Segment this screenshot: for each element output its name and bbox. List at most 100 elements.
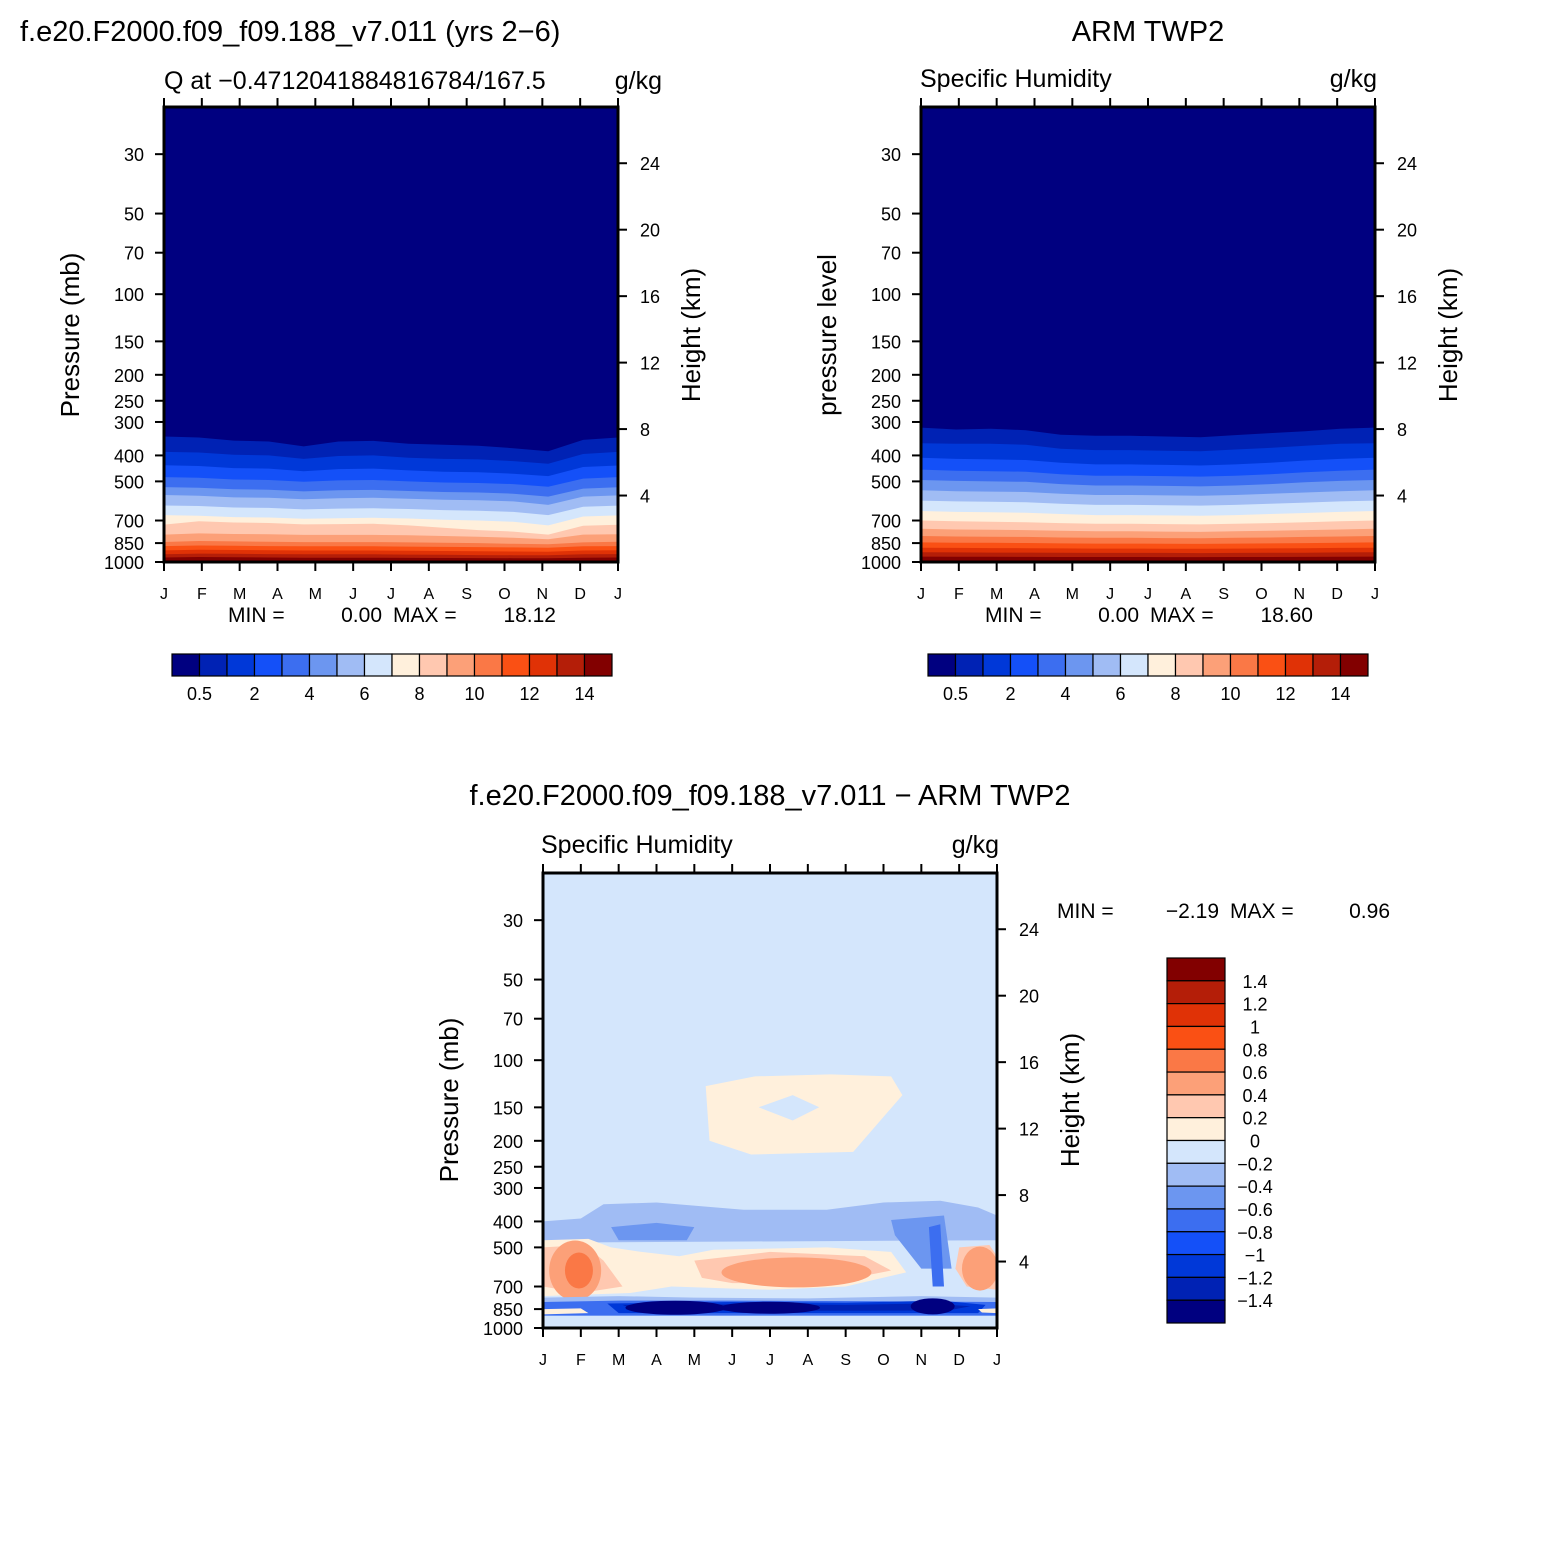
diff-y2-tick-label: 12 <box>1019 1120 1039 1140</box>
diff-colorbar-label: −0.8 <box>1237 1223 1273 1243</box>
diff-colorbar-label: 0 <box>1250 1132 1260 1152</box>
model-y-tick-label: 150 <box>114 332 144 352</box>
diff-colorbar-label: −0.6 <box>1237 1200 1273 1220</box>
obs-y-tick-label: 150 <box>871 332 901 352</box>
diff-y2-tick-label: 20 <box>1019 987 1039 1007</box>
diff-colorbar-box <box>1166 1003 1226 1028</box>
model-y-tick-label: 70 <box>124 244 144 264</box>
model-colorbar-label: 10 <box>464 684 484 704</box>
obs-colorbar-box <box>1119 653 1149 677</box>
obs-y-tick-label: 400 <box>871 446 901 466</box>
model-colorbar-box <box>171 653 201 677</box>
diff-left-string: Specific Humidity <box>541 831 733 859</box>
obs-y-tick-label: 50 <box>881 205 901 225</box>
model-x-tick-label: F <box>197 586 207 603</box>
diff-y-tick-label: 700 <box>493 1278 523 1298</box>
diff-colorbar-label: 0.4 <box>1242 1086 1267 1106</box>
model-y-tick-label: 50 <box>124 205 144 225</box>
model-y2-tick-label: 12 <box>640 354 660 374</box>
diff-y2-tick-label: 4 <box>1019 1253 1029 1273</box>
obs-x-tick-label: J <box>917 586 925 603</box>
diff-y-tick-label: 250 <box>493 1158 523 1178</box>
diff-x-tick-label: F <box>576 1352 586 1369</box>
model-y-tick-label: 250 <box>114 392 144 412</box>
model-panel-header: f.e20.F2000.f09_f09.188_v7.011 (yrs 2−6) <box>20 16 560 48</box>
diff-colorbar-box <box>1166 1162 1226 1187</box>
diff-y-tick-label: 150 <box>493 1098 523 1118</box>
model-max-value: 18.12 <box>503 604 556 627</box>
model-colorbar-box <box>418 653 448 677</box>
obs-minmax-stats: MIN = 0.00 MAX = 18.60 <box>985 604 1313 627</box>
diff-y-tick-label: 1000 <box>483 1319 523 1339</box>
diff-contour-plot <box>543 873 997 1328</box>
diff-y-axis-label: Pressure (mb) <box>434 1018 464 1183</box>
obs-y-tick-label: 850 <box>871 534 901 554</box>
diff-y-tick-label: 50 <box>503 971 523 991</box>
obs-contour-plot <box>921 107 1375 562</box>
model-contour-plot <box>164 107 618 562</box>
model-colorbar-box <box>281 653 311 677</box>
model-minmax-stats: MIN = 0.00 MAX = 18.12 <box>228 604 556 627</box>
model-panel: f.e20.F2000.f09_f09.188_v7.011 (yrs 2−6)… <box>20 16 706 704</box>
model-y-tick-label: 100 <box>114 285 144 305</box>
diff-colorbar-box <box>1166 1231 1226 1256</box>
diff-y-tick-label: 500 <box>493 1238 523 1258</box>
diff-y2-tick-label: 24 <box>1019 920 1039 940</box>
obs-y-tick-label: 500 <box>871 472 901 492</box>
model-x-tick-label: S <box>461 586 472 603</box>
model-colorbar-label: 8 <box>414 684 424 704</box>
diff-colorbar-label: 1.4 <box>1242 972 1267 992</box>
diff-x-tick-label: J <box>728 1352 736 1369</box>
obs-colorbar-box <box>1009 653 1039 677</box>
obs-colorbar-box <box>982 653 1012 677</box>
obs-colorbar-box <box>954 653 984 677</box>
obs-x-tick-label: N <box>1294 586 1306 603</box>
model-x-tick-label: A <box>423 586 434 603</box>
obs-colorbar-box <box>1092 653 1122 677</box>
diff-x-tick-label: A <box>802 1352 813 1369</box>
model-colorbar-label: 12 <box>519 684 539 704</box>
diff-colorbar-box <box>1166 1071 1226 1096</box>
diff-colorbar-box <box>1166 1048 1226 1073</box>
diff-y2-tick-label: 8 <box>1019 1186 1029 1206</box>
model-y2-tick-label: 20 <box>640 221 660 241</box>
model-colorbar-label: 0.5 <box>187 684 212 704</box>
diff-colorbar-box <box>1166 1299 1226 1324</box>
obs-y2-tick-label: 24 <box>1397 154 1417 174</box>
model-max-label: MAX = <box>393 604 457 627</box>
model-y-tick-label: 300 <box>114 413 144 433</box>
diff-y-tick-label: 300 <box>493 1179 523 1199</box>
model-y-axis-label: Pressure (mb) <box>55 253 85 418</box>
diff-x-tick-label: N <box>916 1352 928 1369</box>
diff-colorbar-box <box>1166 1208 1226 1233</box>
model-x-tick-label: M <box>309 586 322 603</box>
diff-contour-region <box>543 1308 589 1315</box>
model-colorbar-box <box>501 653 531 677</box>
diff-x-tick-label: M <box>612 1352 625 1369</box>
obs-y-tick-label: 100 <box>871 285 901 305</box>
obs-y2-tick-label: 8 <box>1397 420 1407 440</box>
obs-y2-tick-label: 16 <box>1397 287 1417 307</box>
model-colorbar-label: 2 <box>249 684 259 704</box>
model-y2-tick-label: 4 <box>640 487 650 507</box>
model-x-tick-label: J <box>349 586 357 603</box>
diff-colorbar-box <box>1166 980 1226 1005</box>
obs-colorbar-box <box>1037 653 1067 677</box>
model-x-tick-label: O <box>498 586 510 603</box>
diff-min-value: −2.19 <box>1166 900 1219 923</box>
model-colorbar-box <box>226 653 256 677</box>
obs-colorbar: 0.5 2 4 6 8 10 12 14 <box>927 653 1369 704</box>
obs-y2-tick-label: 4 <box>1397 487 1407 507</box>
obs-y-axis-label: pressure level <box>812 254 842 416</box>
model-x-tick-label: D <box>574 586 586 603</box>
diff-y2-axis-label: Height (km) <box>1055 1033 1085 1167</box>
obs-colorbar-box <box>1174 653 1204 677</box>
obs-min-label: MIN = <box>985 604 1042 627</box>
diff-colorbar-label: −0.2 <box>1237 1154 1273 1174</box>
diff-colorbar-box <box>1166 1139 1226 1164</box>
diff-x-tick-label: J <box>993 1352 1001 1369</box>
obs-min-value: 0.00 <box>1098 604 1139 627</box>
diff-minmax-stats: MIN = −2.19 MAX = 0.96 <box>1057 900 1390 923</box>
